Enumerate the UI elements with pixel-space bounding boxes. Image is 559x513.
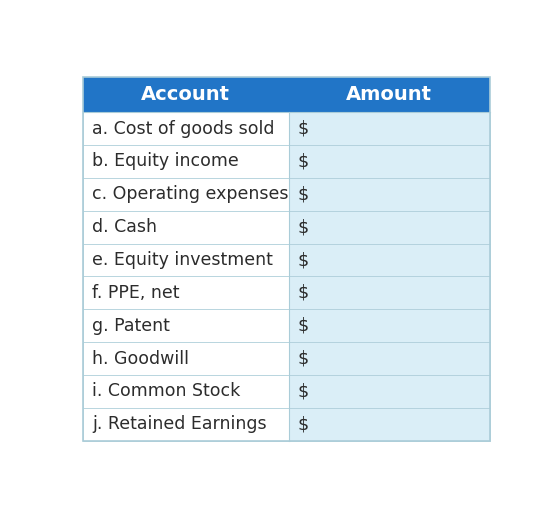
Text: $: $ (297, 416, 309, 433)
FancyBboxPatch shape (83, 77, 490, 112)
Text: $: $ (297, 284, 309, 302)
FancyBboxPatch shape (83, 211, 288, 244)
FancyBboxPatch shape (83, 244, 288, 277)
Text: $: $ (297, 349, 309, 368)
FancyBboxPatch shape (288, 244, 490, 277)
FancyBboxPatch shape (288, 342, 490, 375)
FancyBboxPatch shape (83, 309, 288, 342)
Text: f. PPE, net: f. PPE, net (92, 284, 180, 302)
FancyBboxPatch shape (288, 145, 490, 178)
Text: Account: Account (141, 85, 230, 104)
FancyBboxPatch shape (83, 112, 288, 145)
Text: $: $ (297, 383, 309, 401)
FancyBboxPatch shape (83, 408, 288, 441)
Text: $: $ (297, 251, 309, 269)
FancyBboxPatch shape (288, 309, 490, 342)
Text: h. Goodwill: h. Goodwill (92, 349, 190, 368)
FancyBboxPatch shape (288, 408, 490, 441)
Text: $: $ (297, 317, 309, 335)
FancyBboxPatch shape (288, 375, 490, 408)
FancyBboxPatch shape (288, 112, 490, 145)
Text: d. Cash: d. Cash (92, 218, 158, 236)
FancyBboxPatch shape (83, 145, 288, 178)
Text: a. Cost of goods sold: a. Cost of goods sold (92, 120, 275, 137)
FancyBboxPatch shape (288, 178, 490, 211)
Text: $: $ (297, 120, 309, 137)
FancyBboxPatch shape (288, 211, 490, 244)
FancyBboxPatch shape (83, 342, 288, 375)
Text: $: $ (297, 152, 309, 170)
Text: $: $ (297, 218, 309, 236)
Text: Amount: Amount (347, 85, 432, 104)
Text: g. Patent: g. Patent (92, 317, 170, 335)
Text: $: $ (297, 185, 309, 203)
Text: c. Operating expenses: c. Operating expenses (92, 185, 289, 203)
Text: b. Equity income: b. Equity income (92, 152, 239, 170)
FancyBboxPatch shape (288, 277, 490, 309)
Text: i. Common Stock: i. Common Stock (92, 383, 241, 401)
Text: j. Retained Earnings: j. Retained Earnings (92, 416, 267, 433)
Text: e. Equity investment: e. Equity investment (92, 251, 273, 269)
FancyBboxPatch shape (83, 375, 288, 408)
FancyBboxPatch shape (83, 178, 288, 211)
FancyBboxPatch shape (83, 277, 288, 309)
